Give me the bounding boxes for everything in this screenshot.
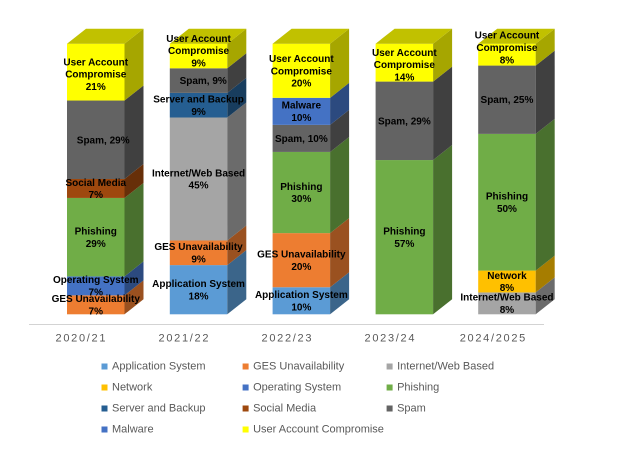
svg-text:User Account: User Account	[475, 31, 540, 42]
svg-text:20%: 20%	[291, 262, 311, 273]
svg-text:Compromise: Compromise	[374, 60, 436, 71]
svg-text:User Account: User Account	[372, 48, 437, 59]
svg-text:Social Media: Social Media	[253, 402, 317, 414]
svg-text:10%: 10%	[291, 302, 311, 313]
svg-text:Operating System: Operating System	[53, 275, 139, 286]
svg-text:Compromise: Compromise	[476, 43, 538, 54]
svg-text:Operating System: Operating System	[253, 381, 341, 393]
svg-text:User Account: User Account	[63, 57, 128, 68]
svg-text:Phishing: Phishing	[75, 226, 117, 237]
svg-text:8%: 8%	[500, 305, 515, 316]
svg-text:Application System: Application System	[255, 290, 348, 301]
svg-text:2022/23: 2022/23	[262, 333, 314, 345]
svg-text:Internet/Web Based: Internet/Web Based	[152, 168, 245, 179]
svg-text:Internet/Web Based: Internet/Web Based	[460, 293, 553, 304]
svg-text:User Account Compromise: User Account Compromise	[253, 423, 384, 435]
svg-text:GES Unavailability: GES Unavailability	[52, 294, 141, 305]
svg-text:Phishing: Phishing	[383, 226, 425, 237]
svg-text:Internet/Web Based: Internet/Web Based	[397, 360, 494, 372]
svg-text:Social Media: Social Media	[65, 178, 126, 189]
svg-text:Phishing: Phishing	[280, 182, 322, 193]
svg-text:10%: 10%	[291, 113, 311, 124]
svg-text:GES Unavailability: GES Unavailability	[257, 249, 346, 260]
svg-text:7%: 7%	[89, 288, 104, 299]
svg-text:7%: 7%	[89, 307, 104, 318]
svg-text:21%: 21%	[86, 82, 106, 93]
svg-text:45%: 45%	[189, 181, 209, 192]
svg-text:Spam, 29%: Spam, 29%	[378, 116, 431, 127]
svg-text:9%: 9%	[191, 107, 206, 118]
svg-text:9%: 9%	[191, 255, 206, 266]
svg-text:Compromise: Compromise	[168, 46, 230, 57]
svg-text:8%: 8%	[500, 283, 515, 294]
svg-text:Compromise: Compromise	[65, 70, 127, 81]
svg-text:Malware: Malware	[112, 423, 154, 435]
svg-text:Phishing: Phishing	[397, 381, 439, 393]
svg-text:50%: 50%	[497, 204, 517, 215]
svg-text:User Account: User Account	[269, 54, 334, 65]
svg-text:57%: 57%	[394, 239, 414, 250]
svg-text:20%: 20%	[291, 79, 311, 90]
svg-text:Network: Network	[487, 271, 527, 282]
svg-text:Compromise: Compromise	[271, 66, 333, 77]
svg-text:7%: 7%	[89, 190, 104, 201]
svg-text:2020/21: 2020/21	[56, 333, 108, 345]
svg-text:Application System: Application System	[112, 360, 206, 372]
svg-text:2024/2025: 2024/2025	[460, 333, 527, 345]
svg-text:14%: 14%	[394, 73, 414, 84]
svg-text:Application System: Application System	[152, 279, 245, 290]
svg-text:2023/24: 2023/24	[365, 333, 417, 345]
svg-text:29%: 29%	[86, 239, 106, 250]
svg-text:GES Unavailability: GES Unavailability	[253, 360, 345, 372]
svg-text:18%: 18%	[189, 291, 209, 302]
svg-text:2021/22: 2021/22	[159, 333, 211, 345]
svg-text:8%: 8%	[500, 56, 515, 67]
svg-text:Spam, 25%: Spam, 25%	[481, 95, 534, 106]
svg-text:Spam, 29%: Spam, 29%	[77, 135, 130, 146]
svg-text:Malware: Malware	[282, 101, 322, 112]
svg-text:Spam, 10%: Spam, 10%	[275, 134, 328, 145]
svg-text:30%: 30%	[291, 194, 311, 205]
svg-text:Server and Backup: Server and Backup	[153, 95, 244, 106]
svg-text:9%: 9%	[191, 59, 206, 70]
svg-text:Network: Network	[112, 381, 153, 393]
svg-text:Spam: Spam	[397, 402, 426, 414]
svg-text:Phishing: Phishing	[486, 192, 528, 203]
svg-text:Spam, 9%: Spam, 9%	[180, 76, 227, 87]
svg-text:Server and Backup: Server and Backup	[112, 402, 206, 414]
svg-text:User Account: User Account	[166, 34, 231, 45]
svg-text:GES Unavailability: GES Unavailability	[154, 242, 243, 253]
